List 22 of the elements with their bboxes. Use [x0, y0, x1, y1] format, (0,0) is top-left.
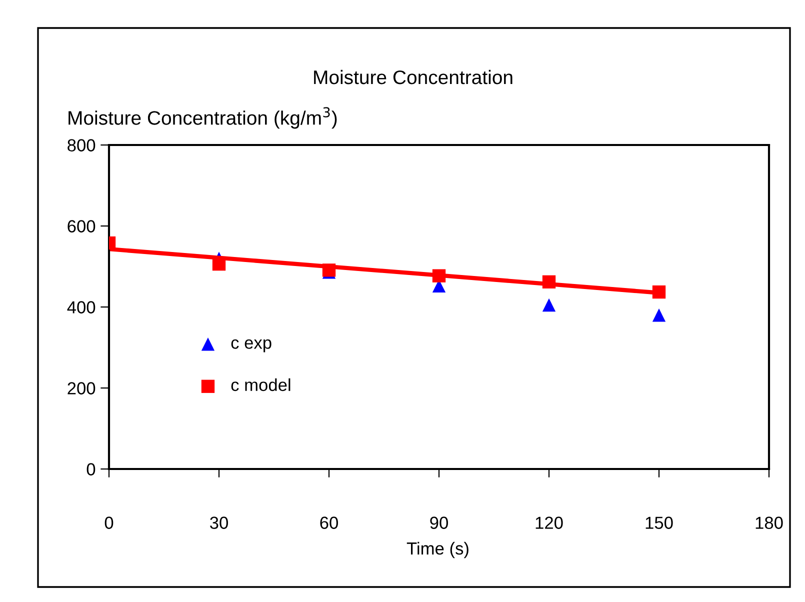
y-tick-label: 800	[68, 139, 96, 152]
y-axis-title: Moisture Concentration (kg/m$^{3}$)	[68, 107, 337, 129]
x-tick-label: 90	[430, 516, 448, 529]
x-axis-title: Time (s)	[406, 542, 468, 558]
point	[542, 298, 556, 312]
legend-label: c exp	[231, 339, 272, 352]
y-tick-label: 200	[68, 382, 96, 394]
chart-title: Moisture Concentration	[314, 70, 512, 84]
x-tick-label: 120	[536, 516, 563, 529]
x-tick-label: 150	[646, 516, 673, 529]
point	[432, 269, 446, 282]
point	[542, 275, 556, 288]
x-tick-label: 0	[104, 516, 114, 529]
y-tick-label: 0	[86, 463, 96, 476]
x-tick-label: 30	[210, 516, 228, 529]
point	[652, 285, 666, 299]
x-tick-label: 180	[756, 516, 783, 529]
x-tick-label: 60	[320, 516, 338, 529]
legend-label: c model	[231, 378, 290, 392]
point	[652, 308, 666, 322]
y-tick-label: 600	[68, 220, 96, 232]
y-tick-label: 400	[67, 301, 96, 314]
